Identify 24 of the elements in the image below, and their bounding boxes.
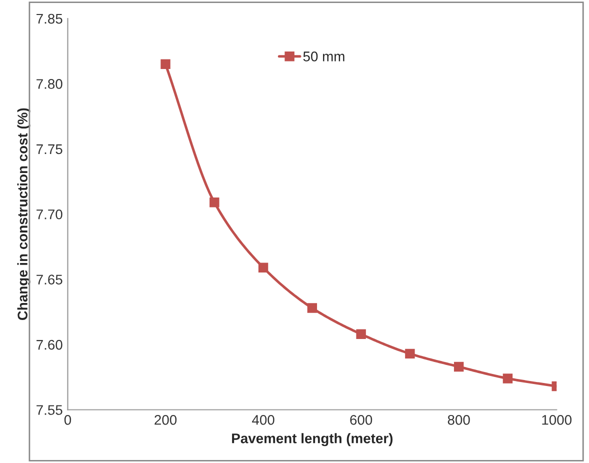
point (356, 329, 366, 339)
y-tick-label: 7.80 (36, 79, 62, 89)
y-tick-label: 7.55 (36, 405, 62, 415)
x-tick-label: 400 (252, 414, 274, 425)
point (160, 59, 170, 70)
x-tick-label: 800 (448, 414, 470, 425)
x-tick-label: 1000 (542, 414, 572, 425)
point (502, 374, 513, 384)
x-tick-label: 200 (154, 414, 177, 425)
x-tick-label: 600 (350, 414, 372, 425)
y-tick-label: 7.85 (36, 14, 62, 24)
y-tick-label: 7.60 (36, 340, 62, 350)
point (210, 198, 220, 208)
x-tick-label: 0 (64, 414, 72, 425)
y-tick-label: 7.65 (36, 274, 62, 285)
point (258, 262, 268, 272)
y-axis-title: Change in construction cost (%) (17, 108, 30, 320)
point (307, 303, 318, 313)
y-tick-label: 7.70 (36, 209, 62, 220)
point (454, 362, 464, 372)
y-tick-label: 7.75 (36, 144, 62, 154)
point (405, 348, 415, 359)
x-axis-title: Pavement length (meter) (232, 433, 393, 446)
legend-label: 50 mm (303, 52, 344, 62)
